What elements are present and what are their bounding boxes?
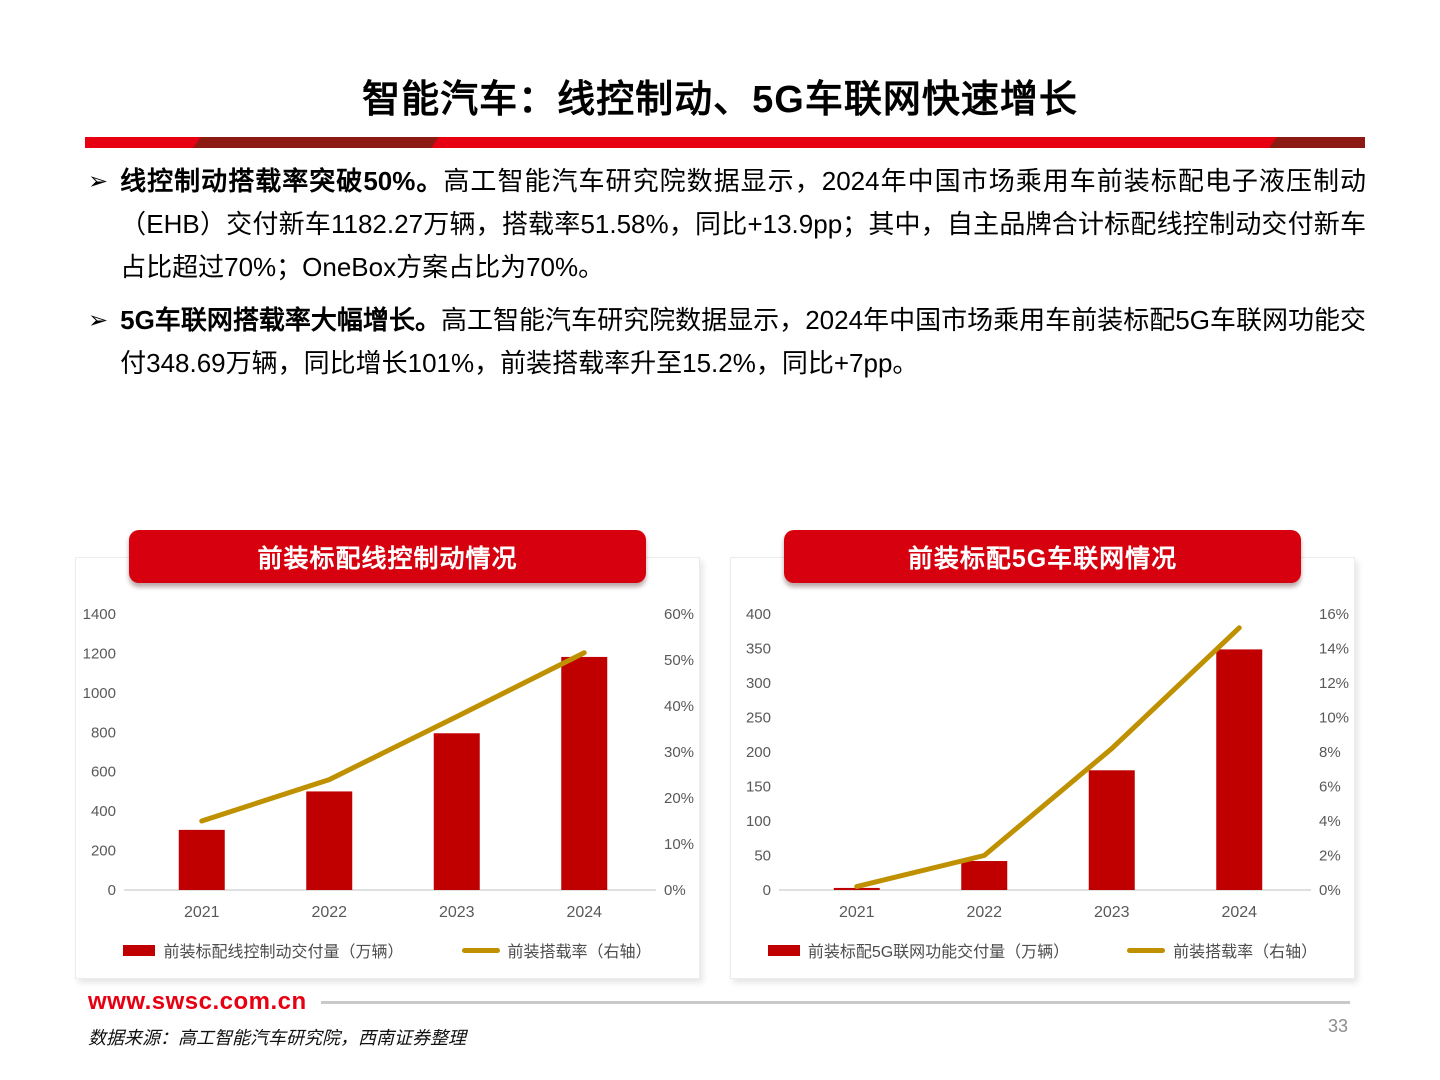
chart-legend: 前装标配5G联网功能交付量（万辆） 前装搭载率（右轴）	[731, 938, 1354, 962]
bar-swatch-icon	[123, 944, 156, 956]
bar	[1216, 649, 1263, 890]
right-axis-tick: 10%	[1319, 710, 1349, 727]
line-swatch-icon	[1127, 947, 1166, 953]
chart-title-banner: 前装标配线控制动情况	[129, 530, 646, 583]
left-axis-tick: 50	[754, 848, 771, 865]
legend-label: 前装搭载率（右轴）	[507, 944, 652, 961]
page-number: 33	[1327, 1016, 1348, 1036]
bullet-arrow-icon: ➢	[88, 168, 109, 195]
x-axis-label: 2021	[839, 904, 875, 921]
bar-line-chart-brake: 0 200 400 600 800 1000 1200 1400 0% 10% 20% 30% 40% 5…	[83, 606, 694, 921]
bar-line-chart-5g: 0 50 100 150 200 250 300 350 400 0% 2% 4% 6% 8% 10% 12%…	[746, 606, 1349, 921]
right-axis-tick: 16%	[1319, 606, 1349, 623]
left-axis-tick: 300	[746, 675, 771, 692]
right-axis-tick: 0%	[1319, 882, 1341, 899]
legend-label: 前装标配线控制动交付量（万辆）	[163, 944, 404, 961]
trend-line	[199, 650, 587, 824]
company-website-logo: www.swsc.com.cn	[88, 988, 307, 1015]
left-axis-tick: 250	[746, 710, 771, 727]
bar	[1088, 770, 1135, 890]
left-axis-tick: 600	[91, 764, 116, 781]
bullet-text: 线控制动搭载率突破50%。高工智能汽车研究院数据显示，2024年中国市场乘用车前…	[120, 160, 1366, 289]
chart-title: 前装标配5G车联网情况	[907, 544, 1178, 573]
bullet-arrow-icon: ➢	[88, 307, 109, 334]
bullet-item-2: ➢ 5G车联网搭载率大幅增长。高工智能汽车研究院数据显示，2024年中国市场乘用…	[88, 299, 1366, 385]
bar	[178, 829, 225, 890]
right-axis-tick: 50%	[664, 652, 694, 669]
x-axis-label: 2024	[1221, 904, 1257, 921]
bullet-text: 5G车联网搭载率大幅增长。高工智能汽车研究院数据显示，2024年中国市场乘用车前…	[120, 299, 1366, 385]
right-axis-tick: 12%	[1319, 675, 1349, 692]
chart-title: 前装标配线控制动情况	[257, 544, 518, 573]
right-axis-tick: 10%	[664, 836, 694, 853]
left-axis-tick: 1000	[83, 685, 116, 702]
bullet-item-1: ➢ 线控制动搭载率突破50%。高工智能汽车研究院数据显示，2024年中国市场乘用…	[88, 160, 1366, 289]
left-axis-tick: 400	[91, 803, 116, 820]
right-axis-tick: 60%	[664, 606, 694, 623]
left-axis-tick: 200	[91, 843, 116, 860]
trend-line	[854, 625, 1242, 890]
chart-block-5g: 前装标配5G车联网情况 0 50 100 150 200 250 300 350 400 0% 2%…	[730, 530, 1355, 979]
right-axis-tick: 2%	[1319, 848, 1341, 865]
bullet-lead: 5G车联网搭载率大幅增长。	[120, 305, 441, 335]
left-axis-tick: 0	[763, 882, 771, 899]
x-axis-label: 2022	[311, 904, 347, 921]
legend-item-bar: 前装标配线控制动交付量（万辆）	[123, 938, 404, 962]
footer: www.swsc.com.cn	[88, 988, 1350, 1016]
chart-card: 0 50 100 150 200 250 300 350 400 0% 2% 4% 6% 8% 10% 12%…	[730, 557, 1355, 979]
legend-item-line: 前装搭载率（右轴）	[461, 938, 652, 962]
chart-block-brake: 前装标配线控制动情况 0 200 400 600 800 1000 1200 1400 0% 10…	[75, 530, 700, 979]
bar	[433, 733, 480, 890]
footer-divider-line	[320, 1000, 1350, 1004]
legend-label: 前装搭载率（右轴）	[1173, 944, 1318, 961]
left-axis-tick: 100	[746, 813, 771, 830]
right-axis-tick: 40%	[664, 698, 694, 715]
right-axis-tick: 20%	[664, 790, 694, 807]
right-axis-tick: 6%	[1319, 779, 1341, 796]
bullet-body: 高工智能汽车研究院数据显示，2024年中国市场乘用车前装标配电子液压制动（EHB…	[120, 166, 1366, 282]
divider-dark-segment-right	[1269, 137, 1365, 148]
line-swatch-icon	[461, 947, 500, 953]
right-axis-tick: 8%	[1319, 744, 1341, 761]
divider-dark-segment-left	[193, 137, 439, 148]
right-axis-tick: 4%	[1319, 813, 1341, 830]
left-axis-tick: 0	[108, 882, 116, 899]
bullet-lead: 线控制动搭载率突破50%。	[120, 166, 444, 196]
charts-row: 前装标配线控制动情况 0 200 400 600 800 1000 1200 1400 0% 10…	[75, 530, 1355, 979]
left-axis-tick: 1200	[83, 645, 116, 662]
legend-label: 前装标配5G联网功能交付量（万辆）	[807, 944, 1070, 961]
legend-item-line: 前装搭载率（右轴）	[1127, 938, 1317, 962]
left-axis-tick: 350	[746, 641, 771, 658]
bar	[961, 861, 1008, 890]
x-axis-label: 2023	[1094, 904, 1130, 921]
left-axis-tick: 150	[746, 779, 771, 796]
title-divider-bar	[85, 137, 1365, 148]
x-axis-label: 2021	[184, 904, 220, 921]
left-axis-tick: 800	[91, 724, 116, 741]
x-axis-label: 2024	[566, 904, 602, 921]
bullet-list: ➢ 线控制动搭载率突破50%。高工智能汽车研究院数据显示，2024年中国市场乘用…	[88, 160, 1366, 395]
x-axis-label: 2022	[966, 904, 1002, 921]
bar-swatch-icon	[767, 944, 800, 956]
page-title: 智能汽车：线控制动、5G车联网快速增长	[362, 79, 1078, 121]
chart-legend: 前装标配线控制动交付量（万辆） 前装搭载率（右轴）	[76, 938, 699, 962]
left-axis-tick: 400	[746, 606, 771, 623]
bar	[561, 656, 608, 890]
left-axis-tick: 1400	[83, 606, 116, 623]
bullet-body: 高工智能汽车研究院数据显示，2024年中国市场乘用车前装标配5G车联网功能交付3…	[120, 305, 1367, 378]
right-axis-tick: 30%	[664, 744, 694, 761]
data-source-note: 数据来源：高工智能汽车研究院，西南证券整理	[88, 1028, 466, 1048]
right-axis-tick: 14%	[1319, 641, 1349, 658]
right-axis-tick: 0%	[664, 882, 686, 899]
x-axis-label: 2023	[439, 904, 475, 921]
bar	[306, 791, 353, 890]
legend-item-bar: 前装标配5G联网功能交付量（万辆）	[767, 938, 1070, 962]
chart-title-banner: 前装标配5G车联网情况	[784, 530, 1301, 583]
chart-card: 0 200 400 600 800 1000 1200 1400 0% 10% 20% 30% 40% 5…	[75, 557, 700, 979]
left-axis-tick: 200	[746, 744, 771, 761]
